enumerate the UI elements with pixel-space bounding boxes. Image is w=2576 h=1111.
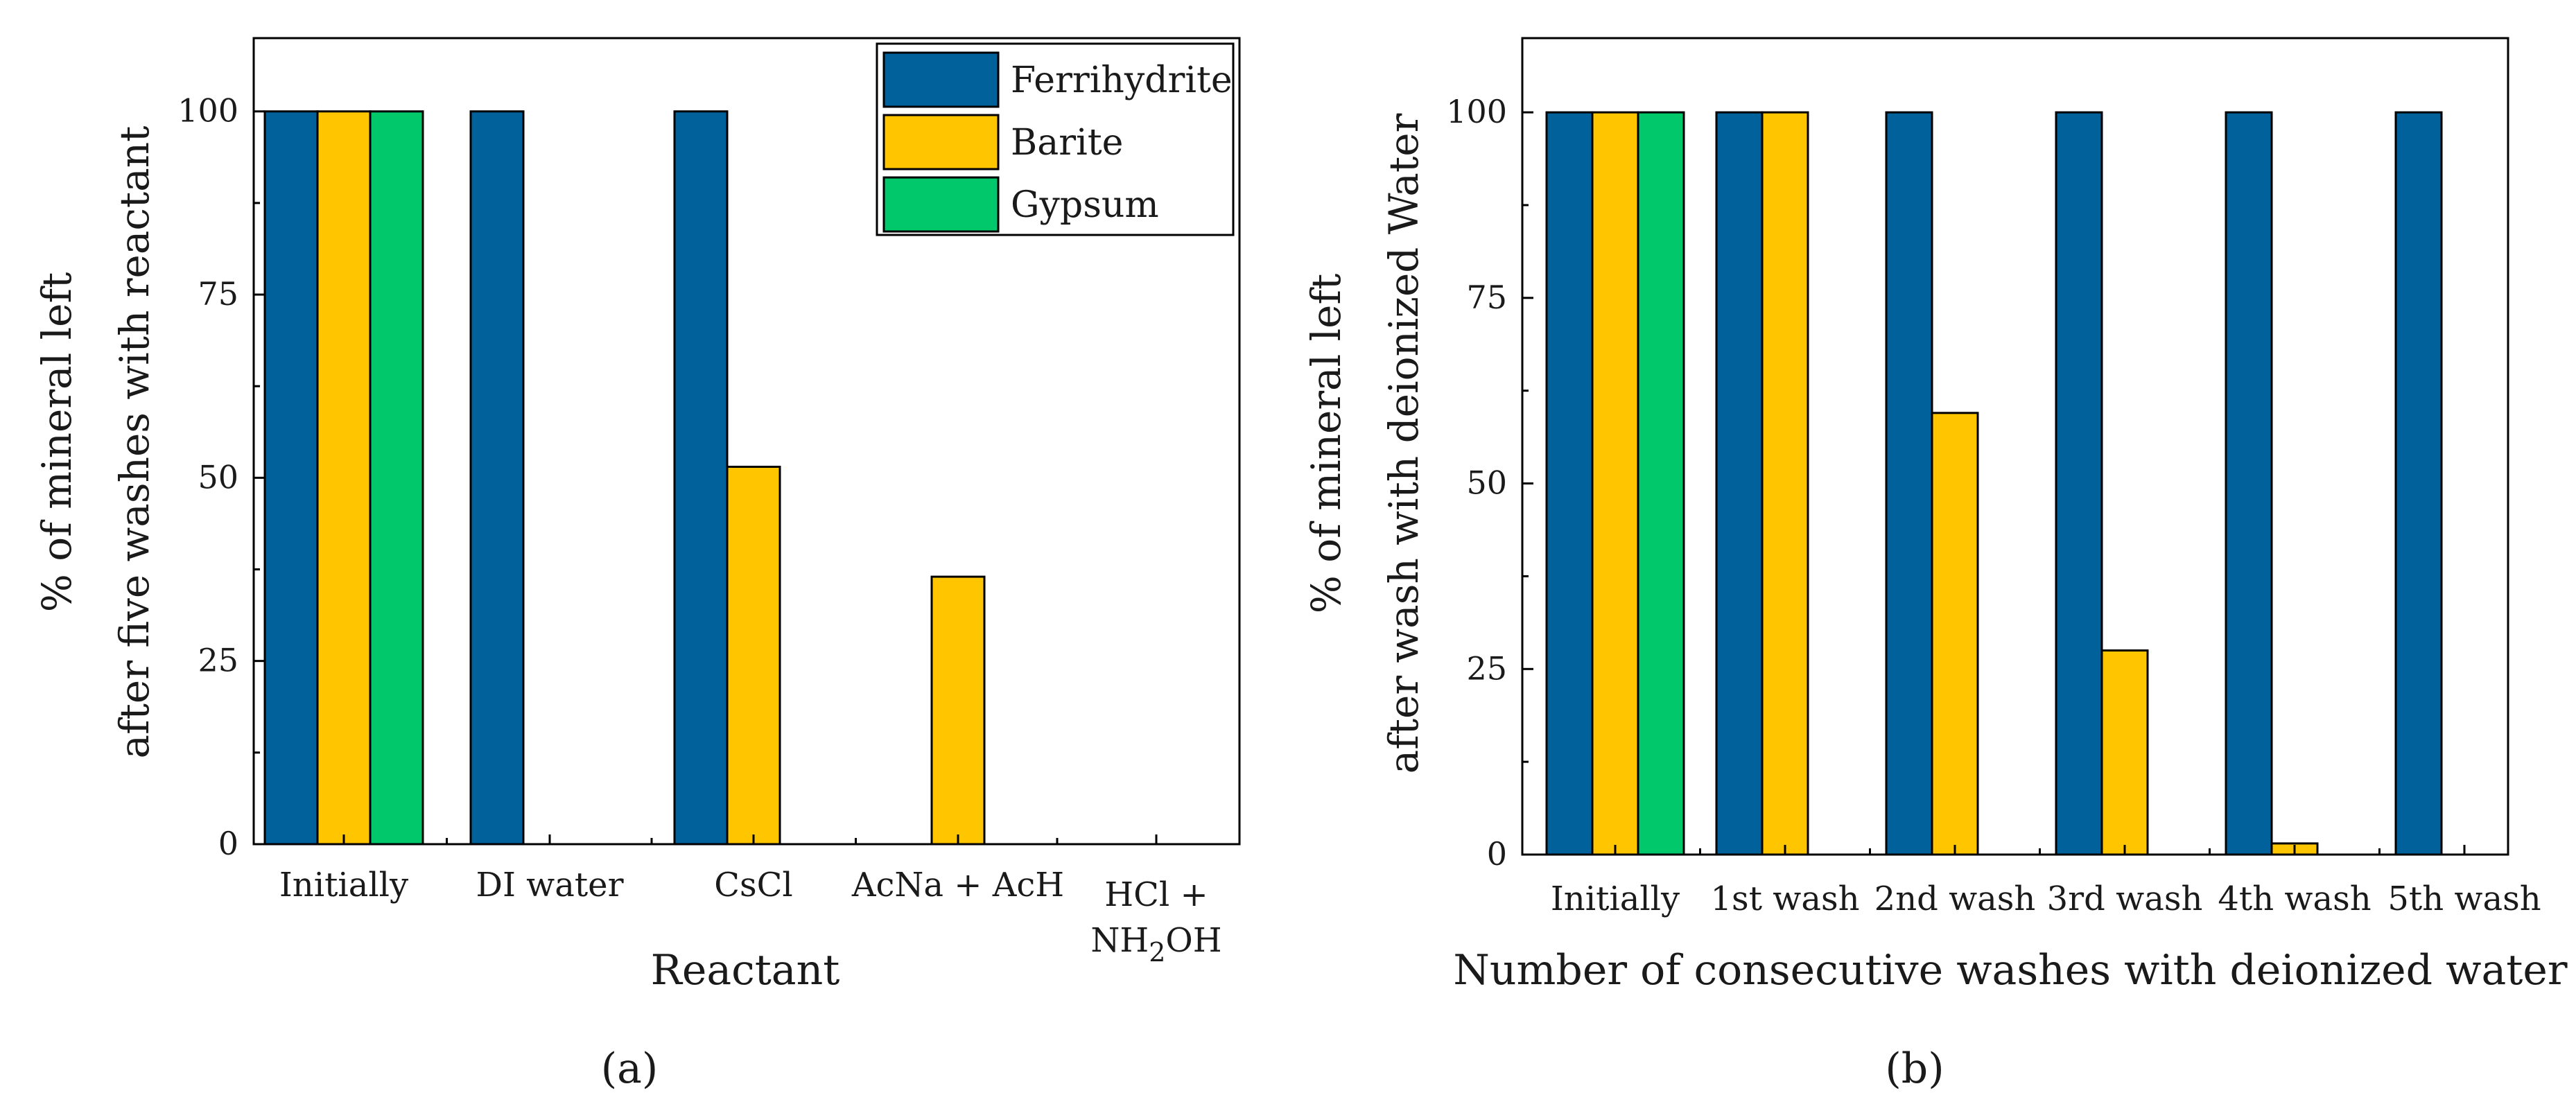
chart-b-bar-ferrihydrite-2nd-wash [1885,111,1933,856]
formula-part: NH [1090,921,1149,960]
chart-b-x-axis: Initially 1st wash 2nd wash 3rd wash 4th was… [1551,845,2541,918]
chart-b-bar-ferrihydrite-initially [1545,111,1594,856]
chart-b-x-tick-label: 5th wash [2387,880,2541,918]
chart-b: 0 25 50 75 100 Initially 1st wash 2nd wash 3rd … [1303,37,2568,1093]
chart-a-bars [263,110,986,846]
chart-a-bar-gypsum-initially [369,110,424,846]
legend-swatch-ferrihydrite [882,51,1000,108]
legend-label-ferrihydrite: Ferrihydrite [1011,60,1233,101]
chart-a-x-tick-label: AcNa + AcH [851,866,1064,904]
chart-b-x-tick-label: 1st wash [1711,880,1860,918]
chart-b-y-tick-label: 50 [1466,464,1507,502]
chart-a-y-tick-label: 50 [198,458,238,496]
chart-a-y-axis: 0 25 50 75 100 [177,92,265,862]
chart-a-x-tick-label: Initially [279,866,408,904]
chart-b-bar-barite-1st-wash [1761,111,1809,856]
chart-b-bar-ferrihydrite-4th-wash [2225,111,2273,856]
chart-a-y-tick-label: 100 [177,92,238,130]
chart-a-y-tick-label: 75 [198,275,238,313]
chart-a-bar-barite-initially [316,110,372,846]
chart-b-y-tick-label: 0 [1487,835,1507,873]
chart-a-x-label: Reactant [651,946,840,995]
formula-subscript: 2 [1149,937,1165,968]
chart-b-bar-ferrihydrite-3rd-wash [2055,111,2103,856]
chart-b-x-label: Number of consecutive washes with deioni… [1453,946,2568,995]
panel-b-caption: (b) [1885,1044,1944,1093]
chart-b-x-tick-label: 2nd wash [1874,880,2036,918]
chart-a-x-tick-label-line2: NH2OH [1090,921,1221,968]
chart-b-y-tick-label: 100 [1446,93,1507,130]
chart-b-y-label-line2: after wash with deionized Water [1380,113,1427,773]
chart-a-y-label-line2: after five washes with reactant [111,126,158,759]
formula-part: OH [1165,921,1221,960]
chart-b-bar-ferrihydrite-1st-wash [1715,111,1764,856]
chart-b-y-label: % of mineral left after wash with deioni… [1303,113,1427,773]
chart-b-bar-barite-3rd-wash [2100,649,2149,856]
chart-b-plot-frame [1521,37,2509,856]
chart-b-y-axis: 0 25 50 75 100 [1446,93,1533,873]
legend-label-gypsum: Gypsum [1011,184,1159,226]
chart-a-bar-barite-cscl [726,466,781,846]
chart-b-bar-barite-2nd-wash [1931,412,1979,856]
chart-b-y-tick-label: 25 [1466,649,1507,687]
chart-b-bar-barite-initially [1591,111,1639,856]
chart-a-y-tick-label: 0 [218,825,238,862]
legend-swatch-gypsum [882,176,1000,233]
chart-a-y-label: % of mineral left after five washes with… [33,126,158,759]
chart-a-x-axis: Initially DI water CsCl AcNa + AcH HCl + NH2O… [279,834,1222,968]
chart-a-bar-ferrihydrite-cscl [673,110,729,846]
chart-a-bar-ferrihydrite-di-water [469,110,525,846]
chart-a-legend: Ferrihydrite Barite Gypsum [876,42,1235,236]
chart-b-y-label-line1: % of mineral left [1303,274,1350,614]
panel-a-caption: (a) [601,1044,659,1093]
chart-a-plot-frame [252,37,1241,846]
chart-b-x-tick-label: Initially [1551,880,1680,918]
chart-a-y-label-line1: % of mineral left [33,272,80,613]
chart-b-bars [1545,111,2443,856]
chart-b-y-tick-label: 75 [1466,279,1507,316]
chart-a-y-tick-label: 25 [198,642,238,679]
chart-a-x-tick-label: HCl + [1104,875,1208,914]
legend-swatch-barite [882,114,1000,170]
chart-a-x-tick-label: DI water [476,866,623,904]
chart-a-bar-barite-acna-ach [930,575,986,846]
chart-a: 0 25 50 75 100 Initially DI water CsCl AcNa + A… [33,37,1241,1093]
chart-a-bar-ferrihydrite-initially [263,110,319,846]
chart-b-bar-gypsum-initially [1637,111,1685,856]
chart-a-x-tick-label: CsCl [714,866,792,904]
chart-b-x-tick-label: 3rd wash [2047,880,2203,918]
legend-label-barite: Barite [1011,122,1123,164]
chart-b-x-tick-label: 4th wash [2218,880,2371,918]
chart-b-bar-ferrihydrite-5th-wash [2394,111,2443,856]
